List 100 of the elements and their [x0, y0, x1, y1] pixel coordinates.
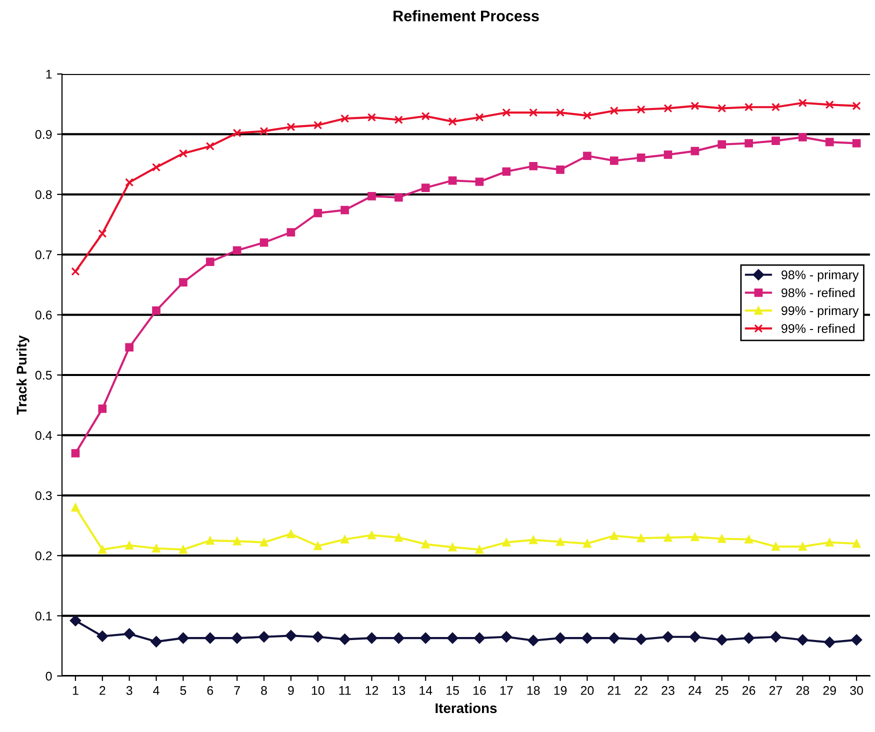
- x-tick-label: 28: [796, 686, 810, 695]
- point: [608, 632, 620, 644]
- x-tick-label: 19: [554, 686, 567, 695]
- point: [583, 152, 592, 160]
- point: [500, 631, 512, 642]
- point: [798, 133, 807, 142]
- point: [314, 542, 322, 550]
- point: [636, 154, 646, 162]
- point: [529, 536, 538, 544]
- y-tick-label: 0.8: [35, 190, 52, 200]
- point: [368, 530, 376, 540]
- point: [689, 631, 701, 642]
- x-tick-label: 6: [207, 686, 214, 695]
- point: [744, 139, 753, 148]
- point: [152, 163, 161, 172]
- x-tick-label: 24: [688, 686, 702, 695]
- point: [366, 632, 378, 644]
- x-tick-label: 16: [473, 686, 486, 695]
- point: [582, 111, 592, 120]
- point: [852, 102, 861, 110]
- y-tick-label: 0.9: [35, 130, 52, 139]
- x-tick-label: 7: [234, 686, 240, 695]
- point: [232, 128, 242, 138]
- point: [852, 139, 861, 148]
- x-tick-label: 3: [126, 686, 132, 695]
- x-tick-label: 11: [339, 686, 351, 695]
- point: [204, 632, 216, 644]
- point: [150, 636, 162, 648]
- point: [744, 102, 754, 112]
- point: [582, 632, 593, 644]
- point: [474, 632, 486, 644]
- point: [286, 122, 296, 132]
- point: [771, 102, 780, 112]
- point: [718, 140, 726, 149]
- point: [260, 538, 268, 547]
- x-tick-label: 21: [608, 686, 620, 695]
- point: [529, 108, 538, 117]
- point: [314, 120, 322, 130]
- point: [152, 306, 160, 315]
- point: [258, 631, 270, 642]
- point: [98, 404, 107, 413]
- point: [718, 104, 726, 113]
- point: [367, 113, 376, 122]
- point: [610, 156, 618, 165]
- y-tick-label: 0.1: [35, 612, 52, 620]
- x-tick-label: 12: [366, 686, 378, 695]
- point: [583, 539, 592, 548]
- x-tick-label: 5: [180, 686, 186, 695]
- point: [448, 543, 457, 552]
- x-tick-label: 4: [153, 686, 160, 695]
- x-tick-label: 23: [662, 686, 674, 695]
- x-tick-label: 30: [850, 686, 863, 695]
- x-tick-label: 2: [100, 686, 106, 695]
- y-tick-label: 0.4: [35, 431, 52, 440]
- point: [446, 632, 458, 644]
- point: [393, 632, 404, 644]
- legend-label: 99% - primary: [782, 306, 859, 318]
- point: [636, 534, 646, 542]
- y-tick-label: 1: [46, 70, 52, 79]
- point: [610, 532, 618, 540]
- point: [554, 632, 566, 644]
- point: [556, 538, 564, 546]
- y-tick-label: 0: [46, 672, 52, 681]
- legend-label: 99% - refined: [782, 324, 854, 333]
- point: [475, 178, 484, 186]
- x-tick-label: 26: [742, 686, 756, 695]
- point: [312, 631, 324, 642]
- point: [448, 176, 457, 185]
- point: [556, 108, 565, 117]
- point: [664, 533, 672, 542]
- x-tick-label: 25: [716, 686, 728, 695]
- y-tick-label: 0.7: [35, 250, 52, 260]
- point: [179, 278, 188, 286]
- x-tick-label: 18: [527, 686, 540, 695]
- point: [286, 530, 296, 538]
- point: [178, 632, 189, 644]
- x-tick-label: 13: [392, 686, 406, 695]
- point: [824, 636, 836, 648]
- point: [502, 108, 511, 117]
- point: [125, 541, 134, 550]
- point: [71, 503, 80, 512]
- point: [98, 545, 107, 554]
- point: [178, 149, 188, 158]
- point: [664, 104, 672, 113]
- x-tick-label: 20: [580, 686, 594, 695]
- x-tick-label: 14: [420, 686, 432, 695]
- point: [71, 449, 80, 458]
- point: [260, 238, 268, 247]
- point: [368, 192, 376, 200]
- y-tick-label: 0.2: [35, 551, 52, 560]
- x-tick-label: 29: [823, 686, 836, 695]
- point: [96, 630, 108, 642]
- point: [260, 126, 268, 136]
- point: [528, 634, 539, 646]
- point: [231, 632, 243, 644]
- point: [475, 113, 484, 122]
- point: [206, 536, 214, 545]
- point: [664, 150, 672, 159]
- point: [716, 634, 728, 646]
- point: [798, 542, 807, 551]
